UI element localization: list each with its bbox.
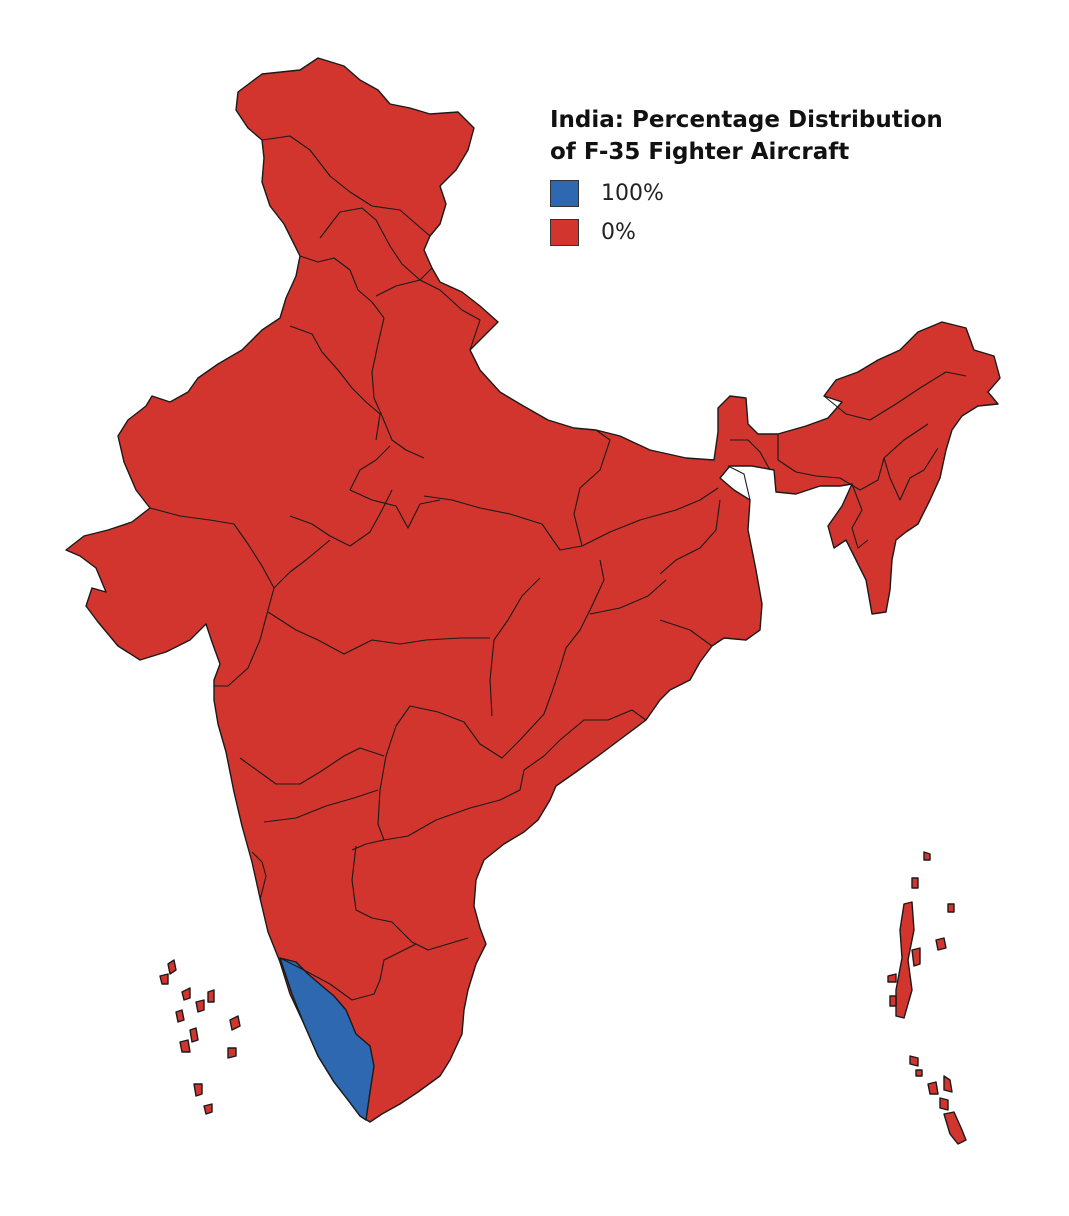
legend-label-100: 100% <box>601 181 664 206</box>
lakshadweep-islands <box>159 959 241 1115</box>
legend-item-0: 0% <box>550 219 980 246</box>
legend-swatch-blue <box>550 180 579 207</box>
map-legend: India: Percentage Distribution of F-35 F… <box>550 104 980 246</box>
andaman-nicobar-islands <box>887 851 967 1145</box>
title-line-1: India: Percentage Distribution <box>550 107 943 133</box>
state-borders <box>149 135 967 1001</box>
map-title: India: Percentage Distribution of F-35 F… <box>550 104 980 168</box>
kerala-region <box>279 957 375 1121</box>
title-line-2: of F-35 Fighter Aircraft <box>550 139 850 165</box>
mainland-india <box>65 57 1001 1123</box>
legend-item-100: 100% <box>550 180 980 207</box>
legend-label-0: 0% <box>601 220 636 245</box>
legend-swatch-red <box>550 219 579 246</box>
